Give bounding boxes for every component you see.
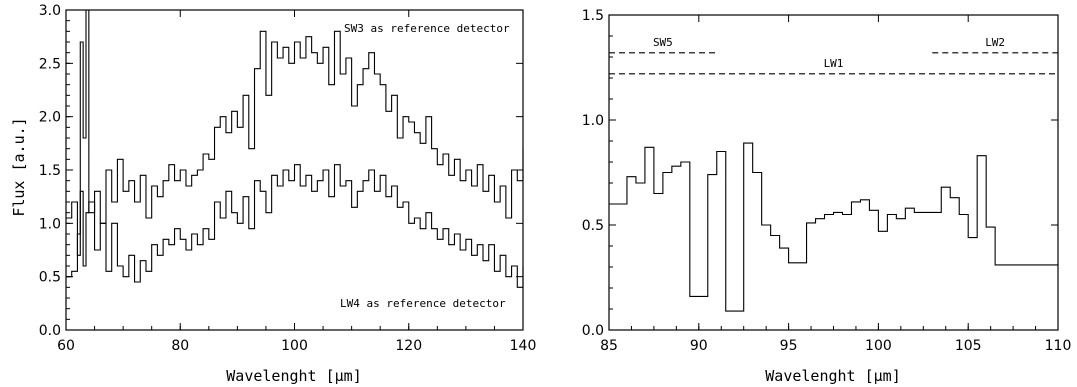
band-label-lw1: LW1	[824, 57, 844, 70]
y-tick-label: 1.0	[39, 216, 61, 232]
band-label-lw2: LW2	[985, 36, 1005, 49]
x-tick-label: 105	[955, 338, 982, 354]
y-tick-label: 0.0	[582, 323, 604, 339]
x-tick-label: 95	[780, 338, 798, 354]
left-xlabel: Wavelenght [μm]	[226, 367, 361, 385]
x-tick-label: 90	[690, 338, 708, 354]
x-tick-label: 85	[600, 338, 618, 354]
y-tick-label: 0.5	[582, 218, 604, 234]
y-tick-label: 0.0	[39, 323, 61, 339]
series-line-0	[66, 9, 524, 256]
left-annotation-lw4: LW4 as reference detector	[340, 297, 506, 310]
y-tick-label: 1.5	[582, 8, 604, 24]
x-tick-label: 110	[1045, 338, 1072, 354]
series-line-0	[609, 142, 1058, 312]
y-tick-label: 1.5	[39, 163, 61, 179]
series-line-1	[66, 164, 524, 288]
y-tick-label: 2.5	[39, 56, 61, 72]
y-tick-label: 3.0	[39, 3, 61, 19]
x-tick-label: 120	[395, 338, 422, 354]
band-label-sw5: SW5	[653, 36, 673, 49]
y-tick-label: 0.5	[39, 270, 61, 286]
x-tick-label: 100	[865, 338, 892, 354]
left-panel: Flux [a.u.] 60 80 100 120 140 0.0 0.5 1.0 1.5 2.0…	[10, 3, 536, 385]
right-xlabel: Wavelenght [μm]	[765, 367, 900, 385]
x-tick-label: 140	[510, 338, 537, 354]
x-tick-label: 60	[57, 338, 75, 354]
x-tick-label: 100	[281, 338, 308, 354]
right-panel: 85 90 95 100 105 110 0.0 0.5 1.0 1.5 SW5 LW1 LW2 Wa…	[582, 8, 1072, 385]
y-tick-label: 2.0	[39, 110, 61, 126]
left-annotation-sw3: SW3 as reference detector	[344, 22, 510, 35]
x-tick-label: 80	[171, 338, 189, 354]
y-tick-label: 1.0	[582, 113, 604, 129]
left-ylabel: Flux [a.u.]	[10, 117, 28, 216]
